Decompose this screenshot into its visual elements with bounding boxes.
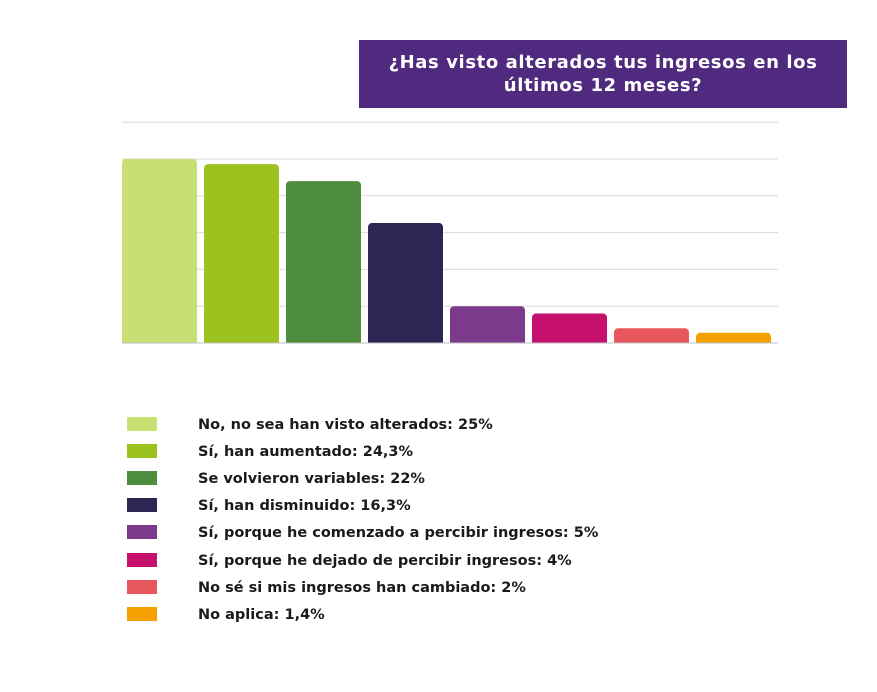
bar-5 bbox=[450, 306, 525, 343]
bars bbox=[122, 159, 771, 343]
bar-7-base bbox=[614, 338, 689, 343]
bar-6-base bbox=[532, 338, 607, 343]
bar-4-base bbox=[368, 338, 443, 343]
bar-3-base bbox=[286, 338, 361, 343]
bar-5-base bbox=[450, 338, 525, 343]
bar-6 bbox=[532, 313, 607, 343]
bar-2 bbox=[204, 164, 279, 343]
bar-3 bbox=[286, 181, 361, 343]
chart-title: ¿Has visto alterados tus ingresos en los… bbox=[388, 52, 818, 96]
bar-1 bbox=[122, 159, 197, 343]
bar-1-base bbox=[122, 338, 197, 343]
chart-title-box: ¿Has visto alterados tus ingresos en los… bbox=[359, 40, 847, 108]
bar-2-base bbox=[204, 338, 279, 343]
bar-8-base bbox=[696, 338, 771, 343]
bar-4 bbox=[368, 223, 443, 343]
